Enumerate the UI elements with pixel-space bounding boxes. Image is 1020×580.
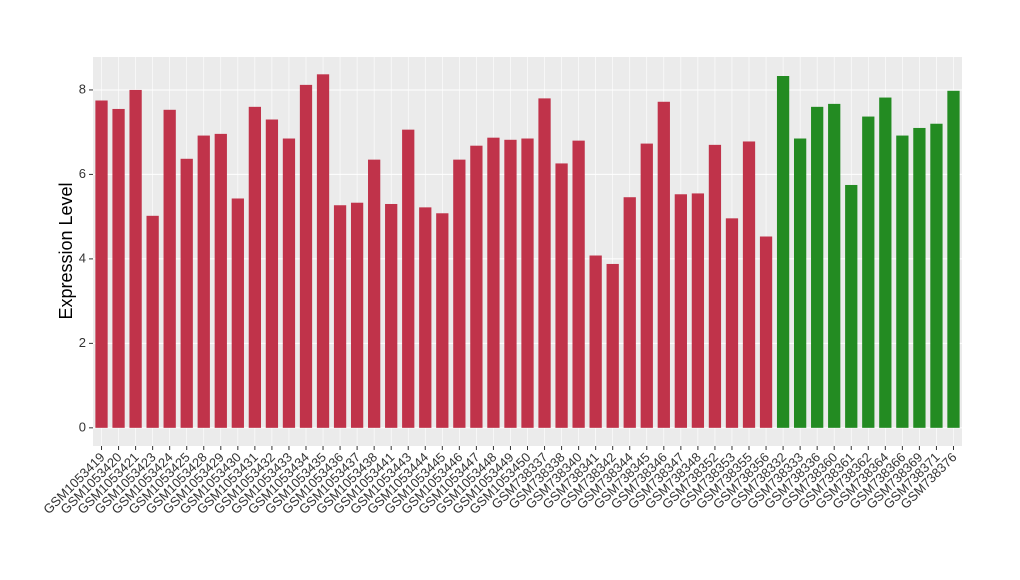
- bar: [674, 194, 687, 428]
- bar: [333, 205, 347, 428]
- bar: [350, 202, 364, 428]
- bar: [368, 159, 381, 428]
- bar: [180, 158, 193, 428]
- bar: [436, 213, 449, 428]
- bar: [282, 138, 296, 428]
- y-tick-label: 6: [79, 166, 86, 181]
- bar: [146, 215, 159, 428]
- y-tick-label: 8: [79, 81, 86, 96]
- bar: [316, 74, 330, 428]
- bar: [402, 129, 415, 428]
- bar: [299, 84, 313, 428]
- bar: [862, 116, 875, 428]
- bar: [231, 198, 244, 428]
- bar: [879, 97, 892, 428]
- bar: [521, 138, 534, 428]
- bar: [470, 145, 483, 428]
- bar: [95, 100, 108, 428]
- bar: [589, 255, 602, 428]
- bar: [776, 76, 790, 428]
- bar: [504, 139, 517, 428]
- bar: [129, 89, 142, 428]
- bar: [453, 159, 466, 428]
- bar: [640, 143, 653, 428]
- bar: [947, 90, 960, 428]
- bar: [112, 108, 125, 428]
- bar: [913, 127, 926, 428]
- bar: [742, 141, 756, 428]
- y-tick-label: 0: [79, 419, 86, 434]
- bar: [538, 98, 551, 428]
- bar: [197, 135, 210, 428]
- bar: [214, 133, 227, 428]
- bar: [708, 144, 722, 428]
- bar: [930, 123, 943, 428]
- bar: [828, 103, 841, 428]
- bar: [623, 197, 636, 428]
- bar: [845, 184, 858, 428]
- y-axis-title: Expression Level: [56, 182, 76, 319]
- bar: [385, 203, 398, 428]
- bar: [657, 101, 670, 428]
- bar: [487, 137, 500, 428]
- bar: [896, 135, 909, 428]
- y-tick-label: 2: [79, 335, 86, 350]
- bar: [265, 119, 279, 428]
- bar: [793, 138, 807, 428]
- bar: [419, 207, 432, 428]
- bar: [759, 236, 773, 428]
- bar: [555, 163, 568, 428]
- bar: [606, 263, 619, 428]
- bar: [163, 109, 176, 428]
- bar: [811, 106, 824, 428]
- y-tick-label: 4: [79, 250, 86, 265]
- bar: [248, 106, 262, 428]
- bar: [691, 193, 705, 428]
- bar: [572, 140, 585, 428]
- bar: [725, 218, 739, 428]
